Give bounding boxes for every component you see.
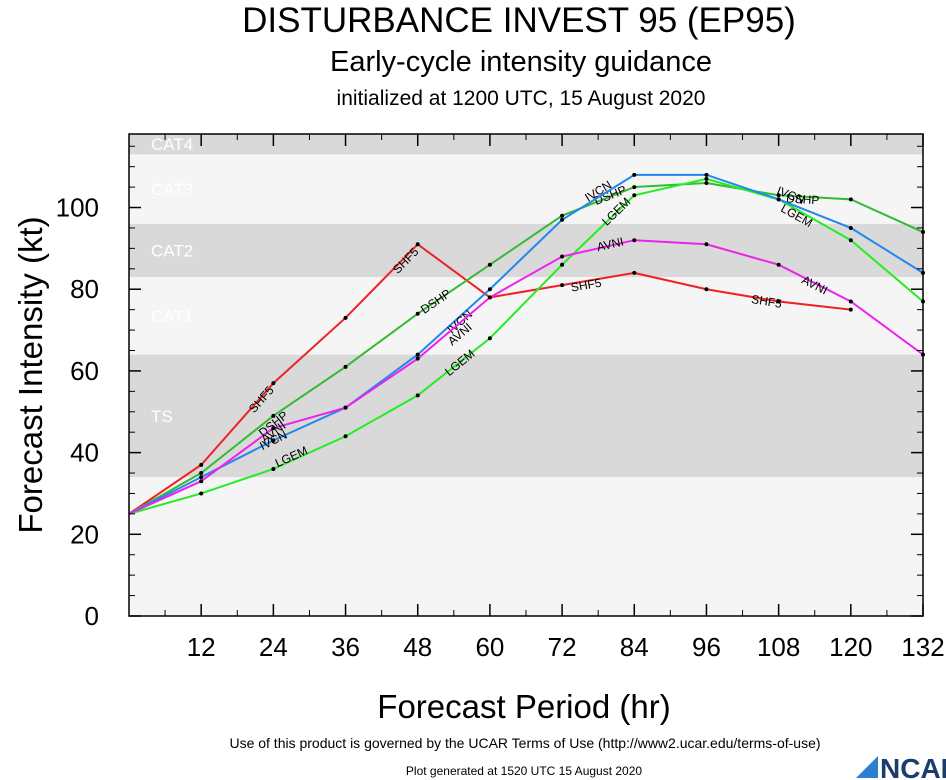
x-axis-label: Forecast Period (hr) <box>377 688 670 725</box>
x-tick-label: 96 <box>692 632 721 662</box>
data-point <box>271 413 276 418</box>
intensity-category-bands: TS CAT1 CAT2 CAT3 CAT4 <box>129 134 923 616</box>
data-point <box>487 287 492 292</box>
x-tick-label: 24 <box>259 632 288 662</box>
data-point <box>848 307 853 312</box>
data-point <box>415 356 420 361</box>
series-label: DSHP <box>786 191 820 207</box>
data-point <box>343 364 348 369</box>
ncar-logo: NCAR <box>856 753 946 780</box>
x-tick-label: 72 <box>548 632 577 662</box>
band-cat3 <box>129 154 923 224</box>
data-point <box>487 336 492 341</box>
y-tick-label: 20 <box>70 519 99 549</box>
data-point <box>560 254 565 259</box>
data-point <box>848 299 853 304</box>
data-point <box>199 491 204 496</box>
data-point <box>704 181 709 186</box>
y-axis-label: Forecast Intensity (kt) <box>12 216 49 533</box>
data-point <box>199 479 204 484</box>
data-point <box>271 438 276 443</box>
terms-of-use-note: Use of this product is governed by the U… <box>229 735 820 751</box>
data-point <box>415 352 420 357</box>
chart-init-time: initialized at 1200 UTC, 15 August 2020 <box>337 87 706 110</box>
data-point <box>704 176 709 181</box>
data-point <box>487 262 492 267</box>
series-label: SHF5 <box>750 292 783 311</box>
y-tick-label: 0 <box>85 601 99 631</box>
chart-subtitle: Early-cycle intensity guidance <box>330 46 712 78</box>
series-line-ivcn <box>128 173 924 515</box>
data-point <box>343 315 348 320</box>
series-line-dshp <box>128 182 924 515</box>
data-point <box>632 172 637 177</box>
data-point <box>776 262 781 267</box>
x-tick-label: 12 <box>187 632 216 662</box>
data-point <box>704 172 709 177</box>
data-point <box>776 299 781 304</box>
data-point <box>704 287 709 292</box>
data-point <box>848 197 853 202</box>
data-point <box>776 193 781 198</box>
band-label-cat2: CAT2 <box>151 241 193 260</box>
band-cat4 <box>129 134 923 155</box>
data-point <box>704 242 709 247</box>
band-below-ts <box>129 477 923 616</box>
ncar-logo-mark <box>856 756 878 778</box>
band-cat1 <box>129 276 923 355</box>
x-tick-label: 84 <box>620 632 649 662</box>
band-label-cat1: CAT1 <box>151 307 193 326</box>
data-point <box>848 225 853 230</box>
data-point <box>271 466 276 471</box>
data-point <box>199 475 204 480</box>
data-point <box>199 471 204 476</box>
chart-axes: 12 24 36 48 60 72 84 96 108 120 132 0 20 40 60 80 100 <box>56 133 945 662</box>
ncar-logo-text: NCAR <box>880 753 946 780</box>
data-point <box>560 213 565 218</box>
data-point <box>487 295 492 300</box>
y-tick-label: 80 <box>70 274 99 304</box>
x-tick-label: 132 <box>901 632 944 662</box>
series-label: AVNI <box>595 234 625 254</box>
y-tick-label: 60 <box>70 356 99 386</box>
data-point <box>848 238 853 243</box>
data-point <box>560 217 565 222</box>
data-point <box>560 283 565 288</box>
series-label: SHF5 <box>570 276 603 295</box>
data-point <box>415 393 420 398</box>
band-cat2 <box>129 223 923 277</box>
data-point <box>632 185 637 190</box>
data-point <box>415 242 420 247</box>
band-label-cat4: CAT4 <box>151 135 193 154</box>
y-tick-label: 100 <box>56 193 99 223</box>
y-tick-label: 40 <box>70 438 99 468</box>
data-point <box>632 238 637 243</box>
series-line-avni <box>128 239 924 515</box>
band-label-cat3: CAT3 <box>151 180 193 199</box>
data-point <box>415 311 420 316</box>
x-tick-label: 120 <box>829 632 872 662</box>
data-point <box>271 426 276 431</box>
chart-title: DISTURBANCE INVEST 95 (EP95) <box>242 1 796 40</box>
data-point <box>199 462 204 467</box>
data-point <box>632 193 637 198</box>
data-point <box>560 262 565 267</box>
band-label-ts: TS <box>151 407 173 426</box>
plot-generated-note: Plot generated at 1520 UTC 15 August 202… <box>406 764 642 778</box>
x-tick-label: 108 <box>757 632 800 662</box>
data-point <box>271 381 276 386</box>
data-point <box>343 434 348 439</box>
data-point <box>632 270 637 275</box>
x-tick-label: 60 <box>475 632 504 662</box>
x-tick-label: 48 <box>403 632 432 662</box>
band-ts <box>129 354 923 478</box>
data-point <box>776 197 781 202</box>
x-tick-label: 36 <box>331 632 360 662</box>
data-point <box>343 405 348 410</box>
series-line-lgem <box>128 177 924 515</box>
